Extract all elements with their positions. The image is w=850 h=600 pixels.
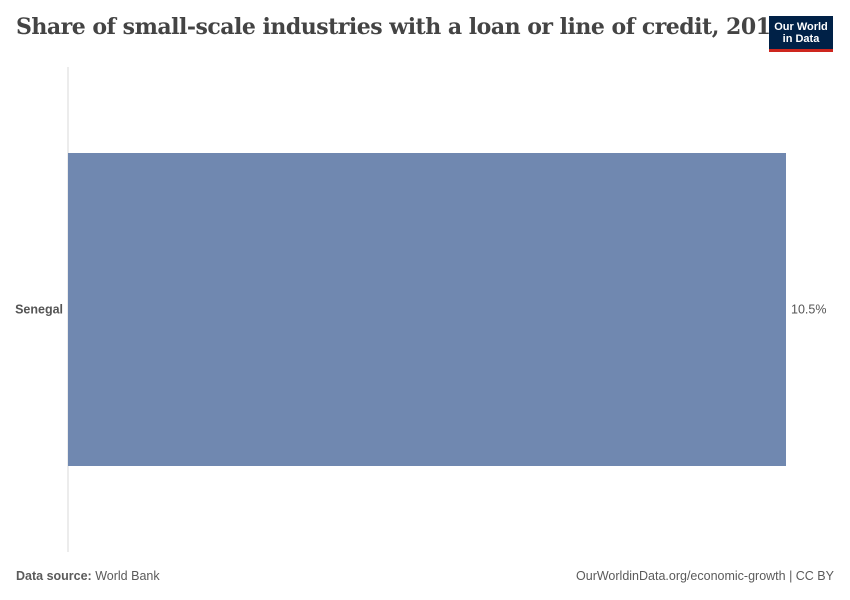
logo-line-1: Our World: [774, 21, 828, 33]
category-label: Senegal: [15, 303, 63, 317]
chart-title: Share of small-scale industries with a l…: [16, 14, 786, 40]
data-source: Data source: World Bank: [16, 569, 160, 583]
bar-senegal[interactable]: [68, 153, 786, 466]
owid-logo[interactable]: Our World in Data: [769, 16, 833, 52]
value-label: 10.5%: [791, 303, 826, 317]
footer-url[interactable]: OurWorldinData.org/economic-growth | CC …: [576, 569, 834, 583]
bars-group: Senegal 10.5%: [15, 153, 826, 466]
data-source-label: Data source:: [16, 569, 92, 583]
logo-line-2: in Data: [782, 33, 820, 45]
data-source-value[interactable]: World Bank: [95, 569, 160, 583]
